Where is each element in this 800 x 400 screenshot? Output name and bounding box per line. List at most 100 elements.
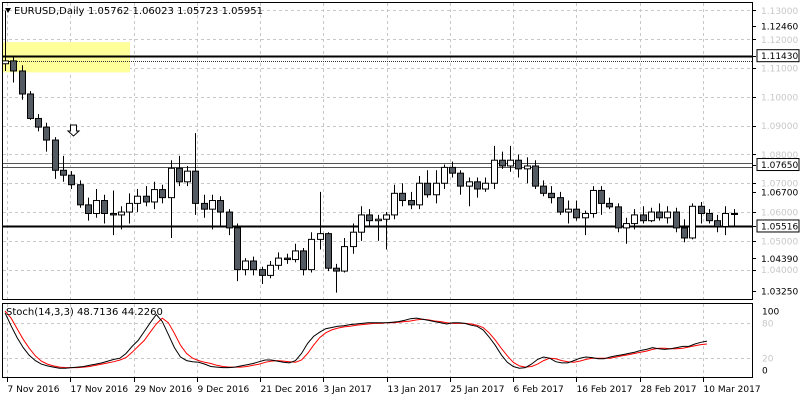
price-label: 1.13000 (761, 7, 798, 17)
candle-body[interactable] (192, 170, 199, 204)
candle-body[interactable] (284, 257, 291, 261)
candle-body[interactable] (366, 214, 373, 222)
candle-body[interactable] (209, 200, 216, 210)
candle-body[interactable] (507, 159, 514, 167)
candle-body[interactable] (491, 159, 498, 184)
candle-body[interactable] (151, 189, 158, 203)
candle-body[interactable] (698, 205, 705, 214)
candle-body[interactable] (383, 214, 390, 220)
candle-body[interactable] (201, 202, 208, 210)
candle-body[interactable] (267, 264, 274, 276)
candle-body[interactable] (10, 60, 17, 72)
candle-body[interactable] (234, 227, 241, 271)
candle-body[interactable] (19, 70, 26, 95)
candle-body[interactable] (341, 246, 348, 272)
candle-body[interactable] (275, 257, 282, 266)
candle-body[interactable] (317, 233, 324, 240)
candle-body[interactable] (474, 181, 481, 190)
candle-body[interactable] (292, 250, 299, 261)
down-arrow-icon[interactable] (66, 124, 81, 137)
candle-body[interactable] (606, 202, 613, 208)
candle-body[interactable] (573, 208, 580, 219)
candle-body[interactable] (656, 211, 663, 219)
candle-body[interactable] (391, 192, 398, 216)
candle-body[interactable] (664, 211, 671, 219)
candle-body[interactable] (60, 169, 67, 176)
candle-body[interactable] (176, 167, 183, 183)
candle-body[interactable] (118, 211, 125, 216)
candle-body[interactable] (134, 195, 141, 204)
candle-body[interactable] (68, 174, 75, 186)
candle-body[interactable] (143, 195, 150, 203)
candle-body[interactable] (648, 211, 655, 222)
time-label: 29 Nov 2016 (135, 385, 193, 395)
candle-body[interactable] (52, 139, 59, 171)
candle-body[interactable] (358, 214, 365, 233)
candle-body[interactable] (598, 189, 605, 204)
candle-body[interactable] (101, 200, 108, 214)
candle-body[interactable] (77, 184, 84, 206)
candle-body[interactable] (350, 231, 357, 248)
candle-body[interactable] (689, 205, 696, 239)
candle-body[interactable] (168, 167, 175, 199)
candle-body[interactable] (731, 212, 738, 215)
candle-body[interactable] (333, 267, 340, 272)
candle-body[interactable] (722, 212, 729, 227)
candle-body[interactable] (449, 166, 456, 174)
candle-body[interactable] (499, 159, 506, 167)
candle-body[interactable] (540, 185, 547, 194)
candle-body[interactable] (217, 200, 224, 213)
price-label: 1.10000 (761, 93, 798, 103)
candle-body[interactable] (590, 189, 597, 214)
stochastic-panel[interactable] (2, 303, 753, 378)
candle-body[interactable] (184, 170, 191, 183)
candle-body[interactable] (300, 250, 307, 271)
candle-body[interactable] (35, 117, 42, 128)
candle-body[interactable] (623, 223, 630, 229)
stochastic-label: Stoch(14,3,3) 48.7136 44.2260 (6, 307, 163, 318)
candle-body[interactable] (242, 260, 249, 271)
candle-body[interactable] (375, 218, 382, 222)
candle-body[interactable] (631, 214, 638, 225)
candle-body[interactable] (615, 206, 622, 229)
candle-body[interactable] (159, 189, 166, 199)
candle-body[interactable] (308, 238, 315, 271)
candle-body[interactable] (482, 182, 489, 190)
candle-body[interactable] (548, 192, 555, 199)
candle-body[interactable] (325, 233, 332, 269)
candle-body[interactable] (524, 165, 531, 170)
candle-body[interactable] (399, 192, 406, 202)
candle-body[interactable] (2, 60, 9, 65)
candle-body[interactable] (416, 182, 423, 206)
candle-body[interactable] (259, 269, 266, 276)
candle-body[interactable] (582, 212, 589, 219)
candle-body[interactable] (466, 181, 473, 187)
candle-body[interactable] (126, 202, 133, 213)
candle-body[interactable] (457, 172, 464, 187)
candlestick-series[interactable] (2, 10, 738, 293)
price-label: 1.09000 (761, 122, 798, 132)
candle-body[interactable] (43, 126, 50, 141)
candle-body[interactable] (681, 227, 688, 239)
candle-body[interactable] (640, 214, 647, 222)
candle-body[interactable] (441, 166, 448, 184)
candle-body[interactable] (532, 165, 539, 187)
candle-body[interactable] (557, 197, 564, 213)
candle-body[interactable] (706, 212, 713, 222)
dropdown-triangle-icon[interactable] (5, 8, 11, 13)
candle-body[interactable] (27, 93, 34, 119)
candle-body[interactable] (433, 182, 440, 196)
candle-body[interactable] (226, 211, 233, 229)
candle-body[interactable] (565, 208, 572, 213)
candle-body[interactable] (714, 220, 721, 227)
candle-body[interactable] (250, 260, 257, 271)
time-label: 25 Jan 2017 (451, 385, 505, 395)
candle-body[interactable] (110, 212, 117, 216)
candle-body[interactable] (93, 200, 100, 214)
candle-body[interactable] (673, 211, 680, 229)
candle-body[interactable] (424, 182, 431, 196)
candle-body[interactable] (85, 204, 92, 214)
candle-body[interactable] (515, 159, 522, 170)
candle-body[interactable] (408, 200, 415, 206)
